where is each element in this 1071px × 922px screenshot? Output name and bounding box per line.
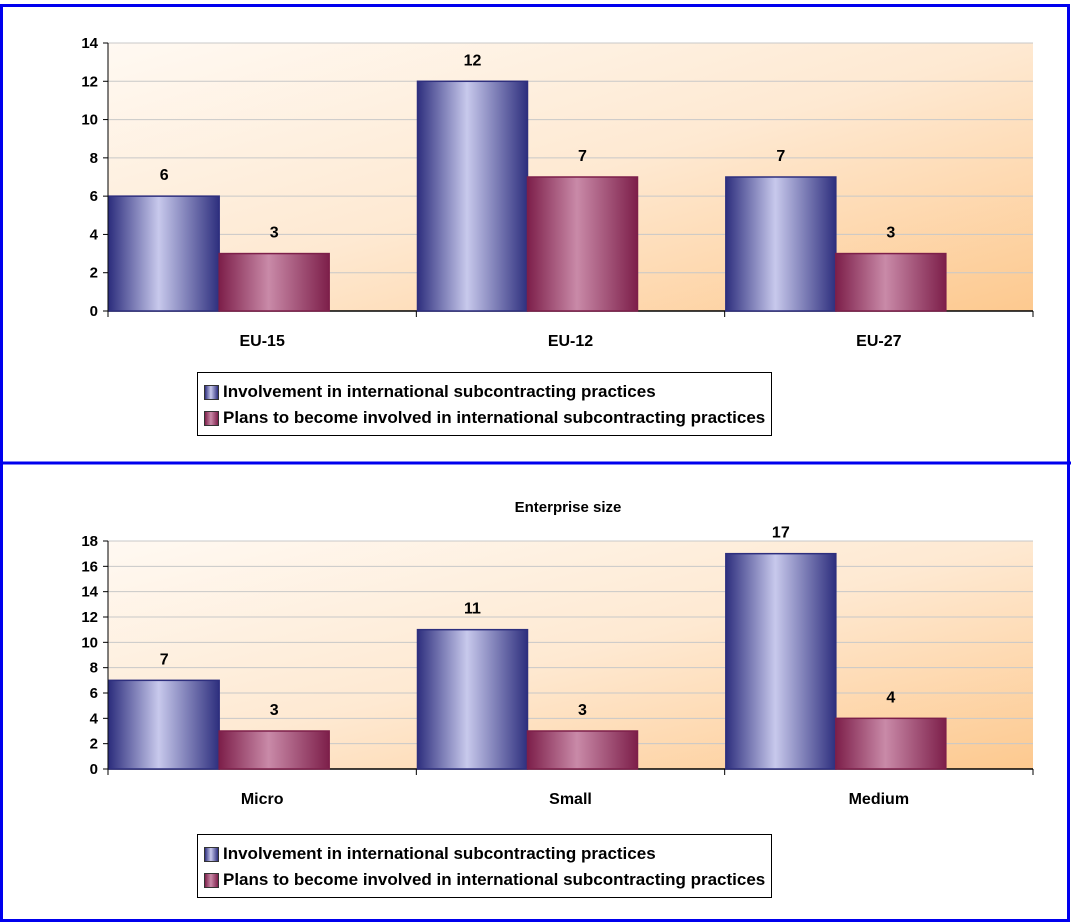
legend-item-involvement: Involvement in international subcontract… <box>204 379 765 405</box>
y-tick-label: 10 <box>81 634 98 651</box>
bar-plans <box>218 730 330 770</box>
y-tick-label: 8 <box>90 150 98 167</box>
y-tick-label: 12 <box>81 73 98 90</box>
bar-involvement <box>108 195 220 312</box>
x-category-label: Micro <box>241 791 284 808</box>
data-label: 7 <box>776 148 785 165</box>
x-category-label: EU-27 <box>856 333 901 350</box>
bar-involvement <box>725 552 837 770</box>
data-label: 4 <box>886 689 895 706</box>
legend-swatch-plans <box>204 872 219 888</box>
chart-legend: Involvement in international subcontract… <box>197 834 773 898</box>
legend-label: Plans to become involved in internationa… <box>223 870 766 889</box>
data-label: 3 <box>270 702 279 719</box>
data-label: 11 <box>464 601 481 618</box>
x-category-label: EU-15 <box>239 333 284 350</box>
data-label: 3 <box>886 225 895 242</box>
data-label: 6 <box>160 167 169 184</box>
legend-swatch-plans <box>204 410 219 426</box>
legend-label: Involvement in international subcontract… <box>223 844 656 863</box>
bar-plans <box>218 252 330 312</box>
legend-swatch-involvement <box>204 846 219 862</box>
y-tick-label: 14 <box>81 584 98 601</box>
y-tick-label: 6 <box>90 685 98 702</box>
bar-involvement <box>108 679 220 770</box>
y-tick-label: 14 <box>81 35 98 52</box>
y-tick-label: 6 <box>90 188 98 205</box>
legend-label: Plans to become involved in internationa… <box>223 408 766 427</box>
x-category-label: EU-12 <box>548 333 593 350</box>
data-label: 7 <box>578 148 587 165</box>
chart-by-region: 0 2 4 6 8 10 12 14 EU-15 6 3 EU-12 12 7 EU-27 7 3 <box>81 35 1034 350</box>
y-tick-label: 2 <box>90 265 98 282</box>
data-label: 7 <box>160 651 169 668</box>
bar-plans <box>835 717 947 770</box>
y-tick-label: 8 <box>90 660 98 677</box>
chart-legend: Involvement in international subcontract… <box>197 372 773 436</box>
bar-involvement <box>725 176 837 312</box>
data-label: 12 <box>464 52 482 69</box>
y-tick-label: 2 <box>90 736 98 753</box>
legend-item-plans: Plans to become involved in internationa… <box>204 405 765 431</box>
data-label: 17 <box>772 525 790 542</box>
bar-plans <box>526 730 639 770</box>
bar-plans <box>526 176 639 312</box>
legend-swatch-involvement <box>204 384 219 400</box>
x-category-label: Small <box>549 791 592 808</box>
legend-item-involvement: Involvement in international subcontract… <box>204 841 765 867</box>
y-tick-label: 12 <box>81 609 98 626</box>
y-tick-label: 4 <box>90 226 99 243</box>
y-tick-label: 4 <box>90 710 99 727</box>
y-tick-label: 16 <box>81 558 98 575</box>
chart-by-enterprise-size: Enterprise size 0 2 4 6 8 10 12 14 16 18 Micro 7 3 Sm… <box>81 499 1034 808</box>
data-label: 3 <box>270 225 279 242</box>
data-label: 3 <box>578 702 587 719</box>
legend-item-plans: Plans to become involved in internationa… <box>204 867 765 893</box>
bar-involvement <box>416 80 529 312</box>
y-tick-label: 18 <box>81 533 98 550</box>
y-tick-label: 10 <box>81 112 98 129</box>
bar-plans <box>835 252 947 312</box>
y-tick-label: 0 <box>90 303 98 320</box>
chart-title: Enterprise size <box>515 499 622 516</box>
x-category-label: Medium <box>849 791 909 808</box>
legend-label: Involvement in international subcontract… <box>223 382 656 401</box>
y-tick-label: 0 <box>90 761 98 778</box>
bar-involvement <box>416 628 529 770</box>
